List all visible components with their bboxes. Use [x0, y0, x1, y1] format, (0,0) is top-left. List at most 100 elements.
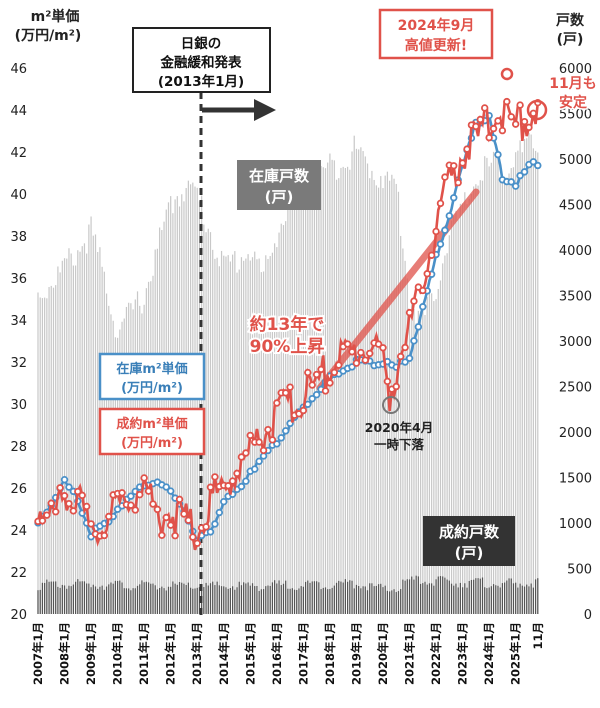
inventory-bar [88, 224, 90, 614]
right-tick-label: 2500 [559, 381, 592, 396]
inventory-bar [428, 289, 431, 614]
inventory-bar [499, 179, 501, 614]
deals-bar [48, 581, 50, 614]
deal-price-point [281, 389, 290, 397]
inventory-bar [537, 152, 539, 615]
right-tick-label: 4000 [559, 244, 592, 259]
inventory-bar [72, 265, 74, 614]
x-tick-label: 2023年1月 [456, 622, 470, 685]
deals-bar [112, 583, 114, 614]
inventory-bar [411, 300, 413, 614]
deal-price-point [184, 516, 193, 524]
inventory-price-point [419, 303, 427, 311]
deal-price-point [166, 521, 175, 529]
inventory-bar [488, 166, 490, 615]
deals-bar [470, 579, 473, 614]
deals-bar [320, 589, 322, 614]
deals-bar [79, 581, 81, 614]
deals-bar [364, 586, 366, 614]
inventory-bar [298, 172, 300, 614]
deals-bar [231, 586, 234, 614]
deals-bar [519, 583, 521, 614]
deals-bar [276, 583, 278, 614]
deals-bar [393, 589, 395, 614]
inventory-bar [461, 203, 464, 615]
inventory-bar [63, 258, 66, 614]
deals-bar [68, 585, 70, 614]
deal-price-point [131, 506, 140, 514]
deal-price-point [273, 399, 281, 407]
peak-2024-marker [500, 67, 514, 81]
deals-bar [490, 586, 492, 614]
deals-bar [37, 590, 39, 614]
deals-bar [214, 585, 216, 614]
deal-price-point [162, 513, 170, 522]
inventory-bar [227, 255, 229, 614]
deals-bar [417, 576, 419, 614]
deals-bar [386, 590, 389, 614]
inventory-bar [523, 138, 526, 615]
inventory-bar [475, 184, 477, 614]
inventory-price-point [166, 487, 175, 495]
deals-bar [225, 587, 227, 614]
right-tick-label: 1000 [559, 517, 592, 532]
inventory-bar [413, 308, 415, 614]
deals-bar [508, 578, 510, 614]
left-tick-label: 32 [10, 356, 27, 371]
deals-bar [240, 585, 243, 614]
deal-price-point [489, 124, 498, 133]
growth-trend-line [316, 188, 480, 392]
deals-bar [66, 588, 68, 614]
inventory-bar [371, 170, 373, 615]
inventory-price-point [211, 520, 219, 528]
deal-price-point [436, 199, 445, 208]
inventory-bar [216, 257, 218, 614]
deals-bar [81, 581, 83, 614]
deals-bar [147, 582, 150, 614]
inventory-price-point [273, 440, 281, 448]
deals-bar [212, 581, 214, 614]
deal-price-point [149, 500, 157, 508]
deal-price-point [87, 520, 95, 528]
inventory-bar [442, 263, 444, 614]
inventory-bar [377, 187, 380, 615]
peak-2024-text-line2: 高値更新! [405, 37, 467, 54]
deals-bar [125, 588, 128, 614]
inventory-bar [97, 252, 99, 614]
inventory-price-point [277, 434, 285, 442]
inventory-bar [92, 235, 94, 614]
inventory-bar [238, 269, 240, 614]
deals-bar [44, 582, 46, 614]
left-tick-label: 36 [10, 272, 27, 287]
deals-bar [504, 582, 506, 614]
deals-bar [256, 585, 258, 614]
x-tick-label: 2022年1月 [429, 622, 443, 685]
deals-bar [431, 583, 433, 614]
deals-bar [236, 587, 238, 614]
deals-bar [218, 585, 220, 614]
deals-bar [52, 581, 55, 614]
deals-bar [475, 578, 477, 614]
deals-bar [523, 586, 526, 614]
inventory-bar [402, 248, 404, 614]
inventory-bar [139, 305, 141, 614]
inventory-bar [61, 260, 63, 614]
deals-bar [108, 584, 110, 614]
deal-price-point [47, 499, 55, 507]
deals-bar [114, 580, 117, 614]
inventory-bar [125, 306, 128, 614]
inventory-bar [512, 167, 515, 615]
inventory-bar [229, 261, 232, 614]
boj-text-line3: (2013年1月) [158, 73, 244, 90]
inventory-bar [437, 289, 439, 614]
inventory-bar [333, 160, 335, 615]
deal-price-point [144, 487, 153, 495]
inventory-bar [94, 234, 97, 615]
deals-bar [174, 583, 176, 614]
deal-price-point [321, 387, 330, 395]
deals-bar [335, 582, 338, 614]
deals-bar [247, 582, 249, 614]
inventory-bar [331, 159, 333, 614]
inventory-bar [90, 216, 92, 614]
inventory-bar [214, 258, 216, 614]
